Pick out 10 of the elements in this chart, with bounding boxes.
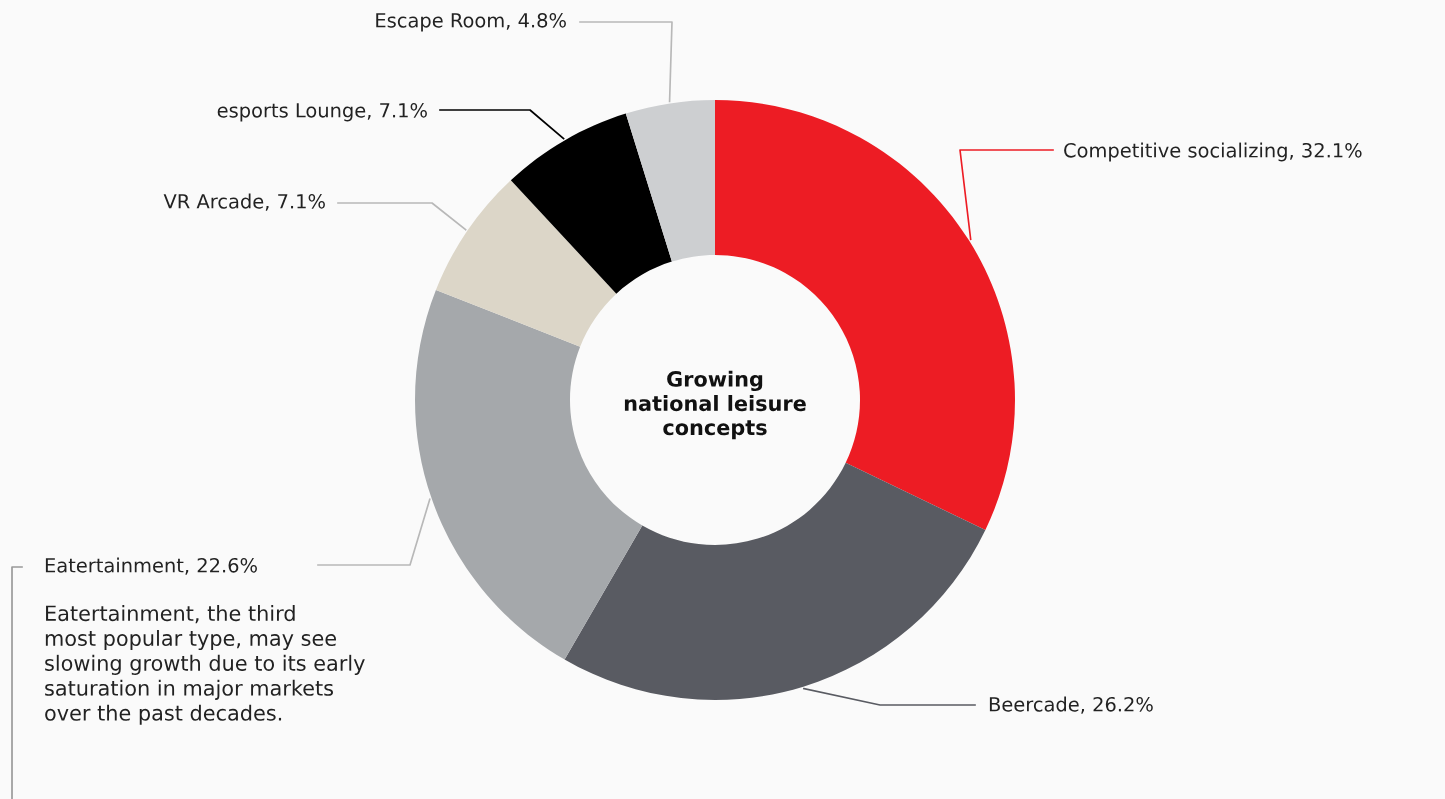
slice-label: esports Lounge, 7.1%	[217, 102, 427, 122]
donut-slice	[625, 100, 715, 262]
slice-label: Eatertainment, 22.6%	[45, 557, 257, 575]
donut-slice	[435, 180, 617, 347]
slice-label: Escape Room, 4.8%	[376, 12, 566, 32]
slice-label: VR Arcade, 7.1%	[163, 193, 325, 211]
slice-label: Competitive socializing, 32.1%	[1064, 142, 1362, 162]
text: Growing national leisure concepts	[624, 370, 806, 440]
text: Eatertainment, the third most popular type, may see slowing growth due to its early saturation in major markets over the past decades.	[45, 605, 365, 725]
slice-label: Beercade, 26.2%	[989, 696, 1153, 714]
